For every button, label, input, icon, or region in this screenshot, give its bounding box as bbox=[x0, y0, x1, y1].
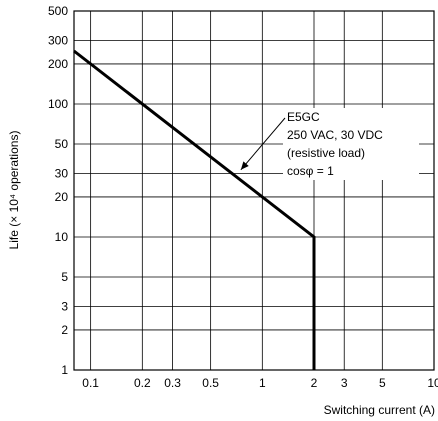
y-tick-label: 5 bbox=[61, 270, 68, 284]
plot-frame bbox=[73, 10, 435, 371]
y-tick-label: 50 bbox=[55, 137, 69, 151]
x-tick-label: 0.3 bbox=[164, 376, 181, 390]
x-tick-label: 5 bbox=[379, 376, 386, 390]
y-tick-label: 500 bbox=[48, 4, 68, 18]
annotation-arrowhead bbox=[240, 161, 249, 170]
annotation-line-3: (resistive load) bbox=[287, 146, 365, 160]
y-tick-label: 3 bbox=[61, 300, 68, 314]
y-tick-label: 300 bbox=[48, 34, 68, 48]
annotation-line-2: 250 VAC, 30 VDC bbox=[287, 128, 383, 142]
x-axis-label: Switching current (A) bbox=[324, 403, 435, 417]
y-tick-labels: 1 2 3 5 10 20 30 50 100 200 300 500 bbox=[48, 4, 68, 377]
x-tick-label: 0.5 bbox=[202, 376, 219, 390]
life-curve-line bbox=[73, 49, 316, 370]
y-tick-label: 20 bbox=[55, 190, 69, 204]
annotation-line-1: E5GC bbox=[287, 110, 320, 124]
y-tick-label: 100 bbox=[48, 97, 68, 111]
y-tick-label: 30 bbox=[55, 167, 69, 181]
y-tick-label: 10 bbox=[55, 230, 69, 244]
x-tick-label: 2 bbox=[311, 376, 318, 390]
y-tick-label: 1 bbox=[61, 363, 68, 377]
y-tick-label: 2 bbox=[61, 323, 68, 337]
x-tick-label: 0.2 bbox=[134, 376, 151, 390]
x-tick-label: 0.1 bbox=[82, 376, 99, 390]
y-axis-label: Life (× 10⁴ operations) bbox=[7, 131, 21, 250]
x-tick-label: 10 bbox=[427, 376, 438, 390]
annotation-leader-line bbox=[240, 117, 286, 171]
y-tick-label: 200 bbox=[48, 57, 68, 71]
x-tick-labels: 0.1 0.2 0.3 0.5 1 2 3 5 10 bbox=[82, 376, 438, 390]
x-tick-label: 1 bbox=[259, 376, 266, 390]
annotation-background bbox=[283, 108, 419, 180]
annotation-line-4: cosφ = 1 bbox=[287, 164, 334, 178]
x-tick-label: 3 bbox=[341, 376, 348, 390]
series-annotation: E5GC 250 VAC, 30 VDC (resistive load) co… bbox=[240, 108, 419, 180]
